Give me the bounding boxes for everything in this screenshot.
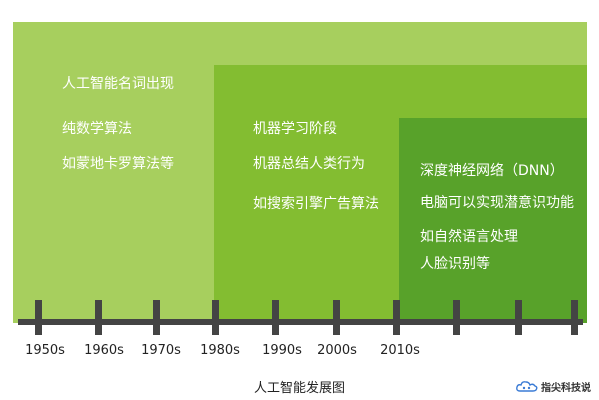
watermark: 指尖科技说 bbox=[516, 379, 591, 394]
decade-label-2010s: 2010s bbox=[380, 343, 420, 358]
era1-line-3: 如蒙地卡罗算法等 bbox=[62, 156, 174, 172]
timeline-tick bbox=[333, 300, 340, 335]
era3-line-4: 人脸识别等 bbox=[420, 256, 490, 272]
decade-label-2000s: 2000s bbox=[317, 343, 357, 358]
cloud-logo-icon bbox=[516, 380, 538, 393]
timeline-tick bbox=[571, 300, 578, 335]
era3-line-3: 如自然语言处理 bbox=[420, 229, 518, 245]
era1-line-2: 纯数学算法 bbox=[62, 121, 132, 137]
timeline-tick bbox=[153, 300, 160, 335]
decade-label-1990s: 1990s bbox=[262, 343, 302, 358]
era2-line-3: 如搜索引擎广告算法 bbox=[253, 196, 379, 212]
diagram-caption: 人工智能发展图 bbox=[253, 381, 346, 396]
era-panel-2010s bbox=[399, 118, 587, 323]
timeline-tick bbox=[393, 300, 400, 335]
timeline-tick bbox=[35, 300, 42, 335]
era3-line-1: 深度神经网络（DNN） bbox=[420, 163, 564, 179]
decade-label-1950s: 1950s bbox=[25, 343, 65, 358]
timeline-tick bbox=[272, 300, 279, 335]
decade-label-1960s: 1960s bbox=[84, 343, 124, 358]
decade-label-1980s: 1980s bbox=[200, 343, 240, 358]
timeline-tick bbox=[212, 300, 219, 335]
era2-line-1: 机器学习阶段 bbox=[253, 121, 337, 137]
timeline-tick bbox=[95, 300, 102, 335]
watermark-text: 指尖科技说 bbox=[541, 383, 591, 394]
timeline-axis bbox=[18, 319, 583, 325]
decade-label-1970s: 1970s bbox=[141, 343, 181, 358]
timeline-tick bbox=[515, 300, 522, 335]
era2-line-2: 机器总结人类行为 bbox=[253, 156, 365, 172]
era1-line-1: 人工智能名词出现 bbox=[62, 76, 174, 92]
era3-line-2: 电脑可以实现潜意识功能 bbox=[420, 195, 574, 211]
timeline-tick bbox=[453, 300, 460, 335]
